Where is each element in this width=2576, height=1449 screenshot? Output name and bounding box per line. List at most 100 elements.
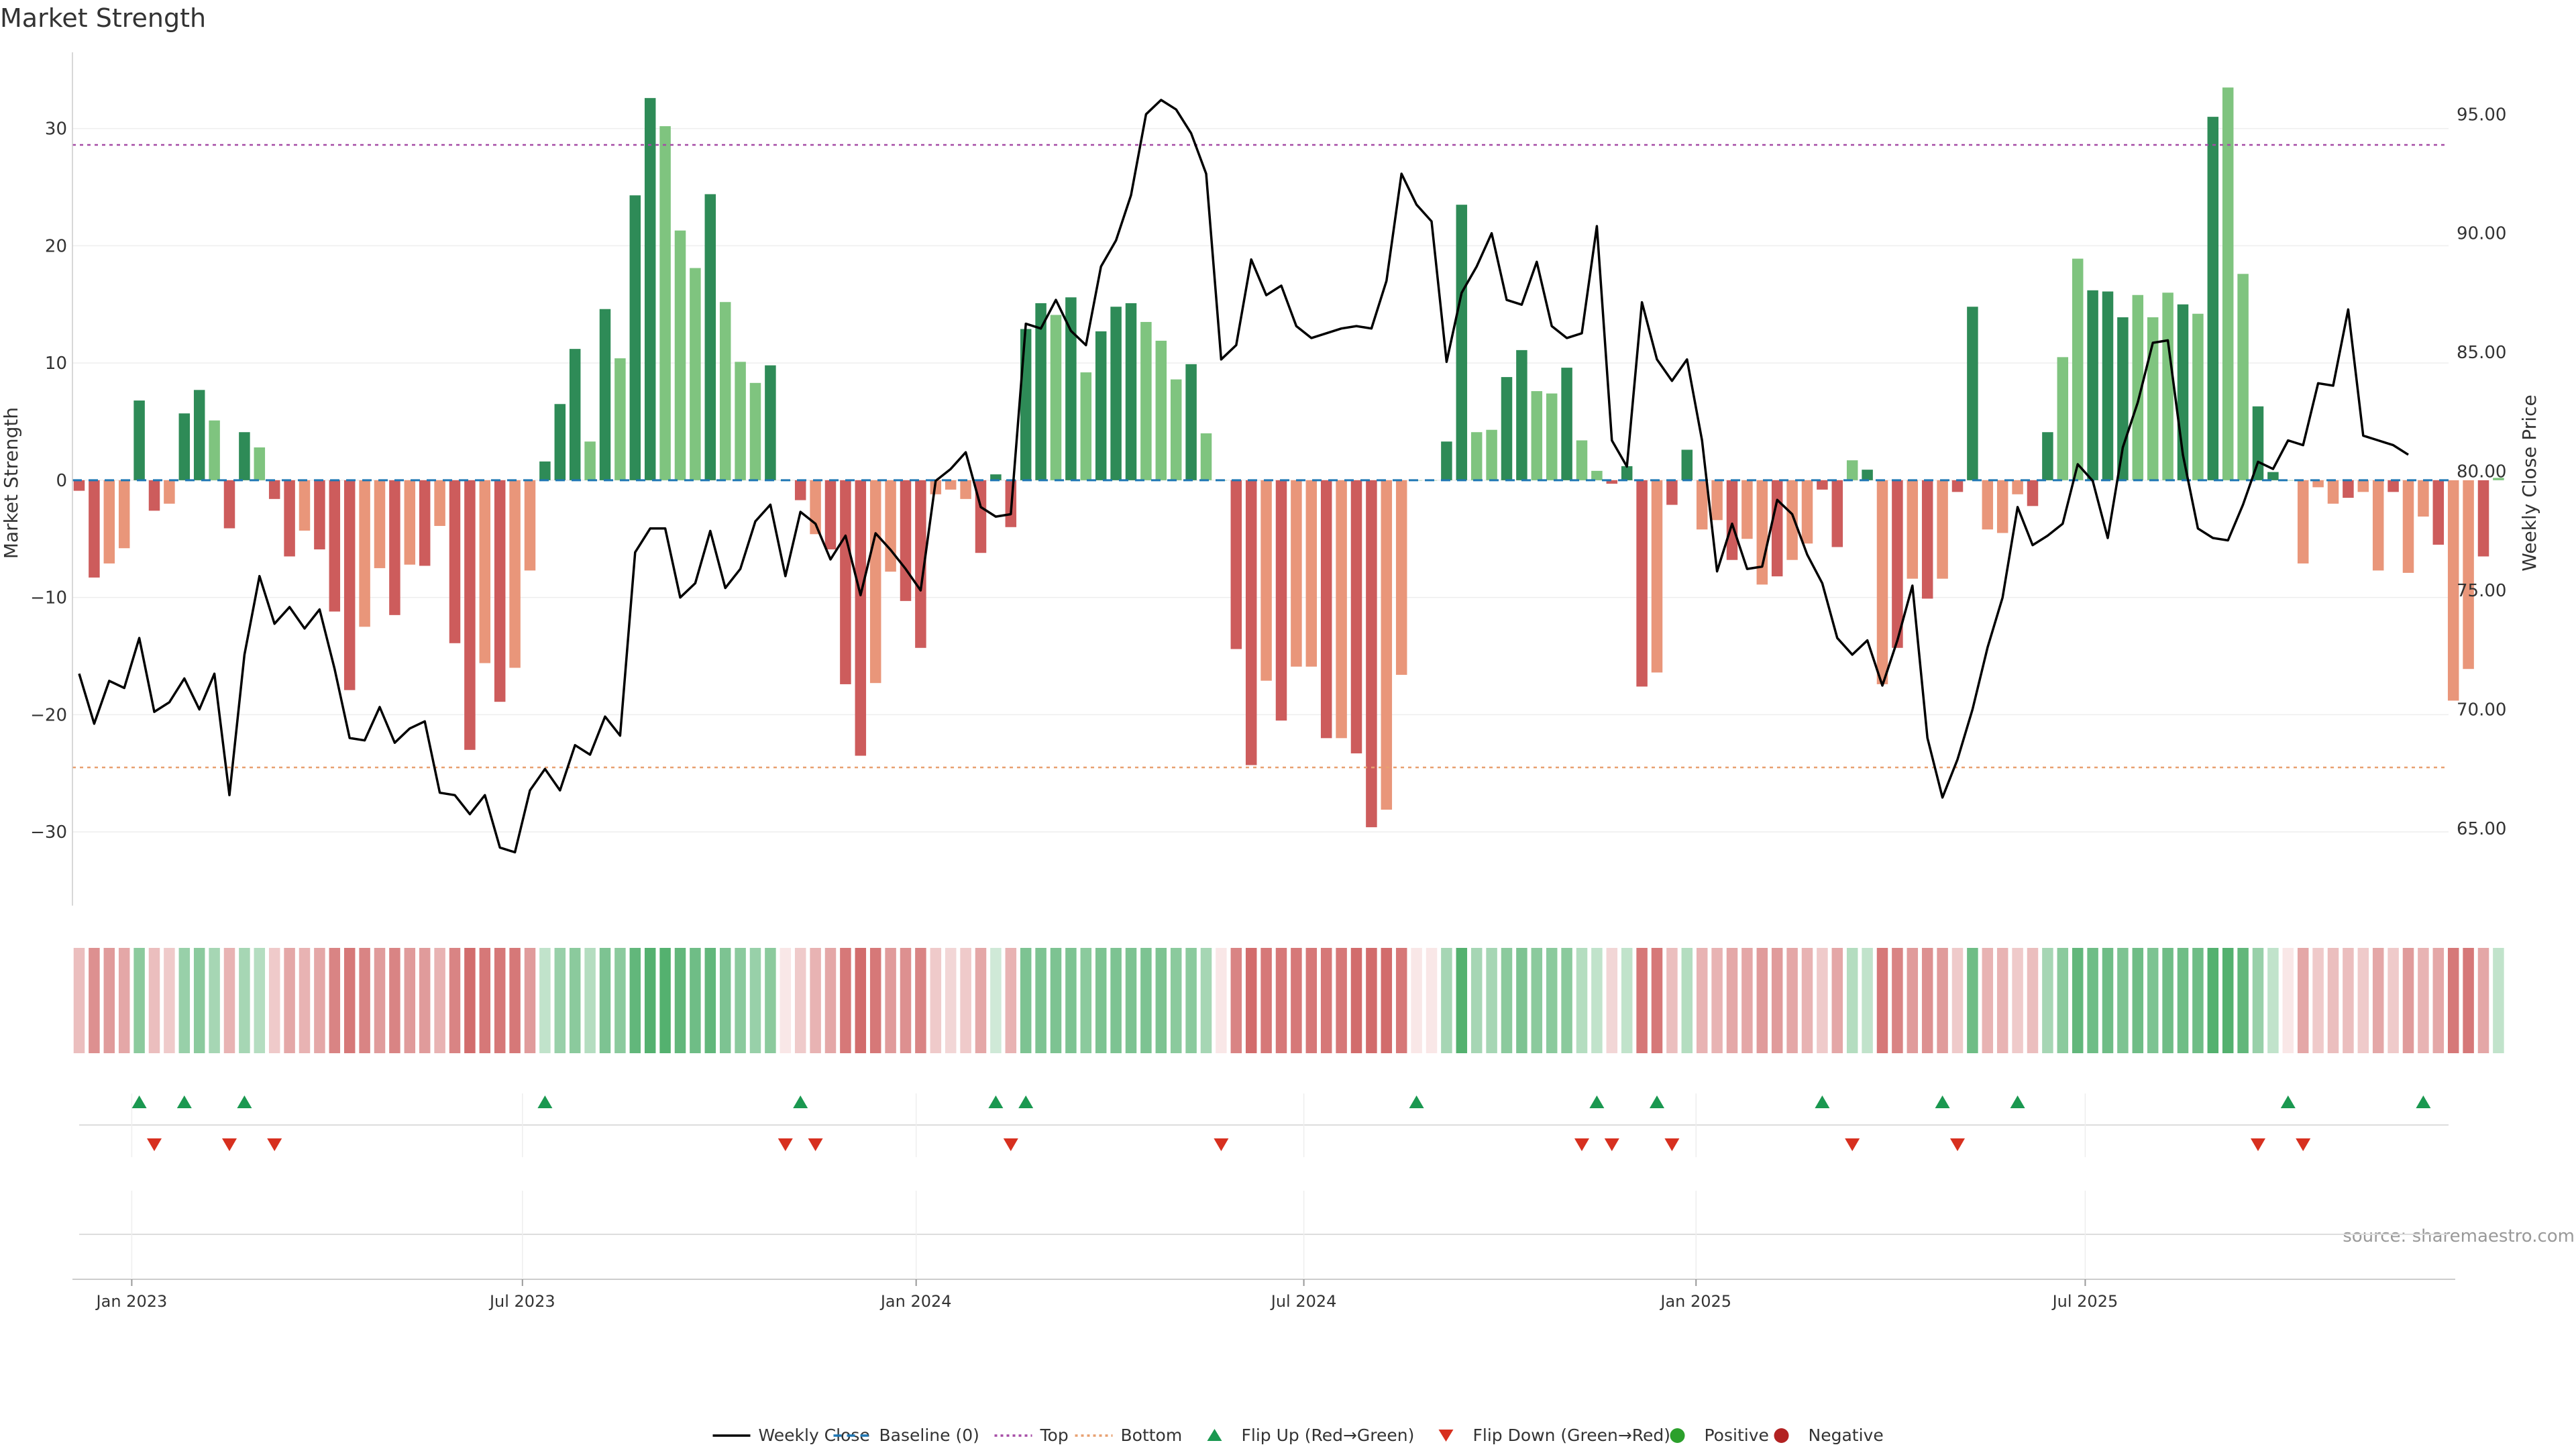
heat-cell — [1741, 948, 1753, 1053]
heat-cell — [1291, 948, 1302, 1053]
heat-cell — [2057, 948, 2069, 1053]
heat-cell — [2207, 948, 2219, 1053]
heat-cell — [389, 948, 400, 1053]
flip-up-marker — [1409, 1095, 1424, 1108]
heat-cell — [1621, 948, 1633, 1053]
y-right-tick-label: 75.00 — [2457, 581, 2506, 601]
legend-label: Flip Up (Red→Green) — [1242, 1426, 1415, 1445]
strength-bar — [539, 461, 551, 480]
strength-bar — [945, 480, 957, 490]
heat-cell — [2162, 948, 2174, 1053]
strength-bar — [855, 480, 867, 756]
legend-item: Top — [994, 1426, 1069, 1445]
heat-cell — [2343, 948, 2354, 1053]
legend-item: Baseline (0) — [833, 1426, 979, 1445]
heat-cell — [1125, 948, 1137, 1053]
strength-bar — [1846, 460, 1858, 480]
heat-cell — [1726, 948, 1738, 1053]
flip-up-marker — [988, 1095, 1004, 1108]
strength-bar — [1681, 449, 1693, 480]
strength-bar — [2387, 480, 2399, 492]
heat-cell — [449, 948, 461, 1053]
strength-bar — [2463, 480, 2474, 669]
strength-bar — [1876, 480, 1888, 684]
strength-bar — [2132, 294, 2144, 480]
strength-bar — [509, 480, 521, 668]
strength-bar — [193, 390, 205, 480]
strength-bar — [239, 432, 250, 480]
strength-bar — [1456, 205, 1468, 480]
strength-bar — [1470, 432, 1483, 480]
heat-cell — [584, 948, 596, 1053]
legend-label: Negative — [1809, 1426, 1884, 1445]
strength-bar — [2102, 291, 2114, 480]
heat-cell — [2192, 948, 2204, 1053]
heat-cell — [824, 948, 837, 1053]
heat-cell — [1862, 948, 1873, 1053]
heat-cell — [840, 948, 851, 1053]
heat-cell — [2102, 948, 2114, 1053]
strength-bar — [1561, 368, 1572, 480]
legend-swatch — [1438, 1430, 1454, 1442]
flip-up-marker — [537, 1095, 553, 1108]
strength-bar — [1696, 480, 1708, 530]
strength-bar — [1786, 480, 1798, 560]
heat-cell — [1937, 948, 1948, 1053]
heat-cell — [1320, 948, 1332, 1053]
legend-item: Negative — [1774, 1426, 1884, 1445]
heat-cell — [2372, 948, 2384, 1053]
strength-bar — [389, 480, 400, 615]
strength-bar — [1080, 372, 1092, 480]
y-right-tick-label: 90.00 — [2457, 224, 2506, 244]
x-tick-label: Jan 2025 — [1659, 1292, 1731, 1311]
heat-cell — [2027, 948, 2039, 1053]
strength-bar — [374, 480, 386, 568]
strength-bar — [2282, 480, 2294, 481]
heat-cell — [239, 948, 250, 1053]
strength-bar — [1350, 480, 1362, 754]
heat-cell — [569, 948, 581, 1053]
heat-cell — [2493, 948, 2504, 1053]
legend-label: Baseline (0) — [879, 1426, 979, 1445]
heat-cell — [2222, 948, 2234, 1053]
empty-bottom-panel — [79, 1191, 2449, 1278]
heat-cell — [990, 948, 1002, 1053]
strength-bar — [960, 480, 971, 499]
legend-swatch — [1774, 1428, 1789, 1443]
strength-bar — [2162, 292, 2174, 480]
heat-cell — [509, 948, 521, 1053]
heat-cell — [599, 948, 611, 1053]
heat-cell — [765, 948, 776, 1053]
strength-bar — [1996, 480, 2008, 533]
heat-cell — [1005, 948, 1017, 1053]
strength-bar — [749, 382, 761, 480]
flip-down-marker — [1664, 1138, 1680, 1151]
heat-cell — [1681, 948, 1693, 1053]
flip-markers-panel — [79, 1093, 2449, 1157]
heat-cell — [1576, 948, 1588, 1053]
strength-bar — [2027, 480, 2039, 506]
strength-bar — [1951, 480, 1964, 492]
legend-item: Weekly Close — [712, 1426, 870, 1445]
strength-bar — [2237, 274, 2249, 480]
heat-cell — [2432, 948, 2445, 1053]
strength-bar — [1320, 480, 1332, 739]
strength-bar — [1065, 297, 1077, 480]
strength-bar — [1937, 480, 1948, 579]
strength-bar — [1245, 480, 1257, 765]
strength-bar — [1200, 433, 1212, 480]
heat-cell — [1411, 948, 1422, 1053]
heat-cell — [193, 948, 205, 1053]
strength-bar — [404, 480, 416, 565]
strength-bar — [133, 400, 145, 480]
strength-bar — [1381, 480, 1393, 810]
strength-bar — [2493, 478, 2504, 480]
y-left-tick-label: 0 — [56, 471, 67, 491]
heat-cell — [1366, 948, 1377, 1053]
strength-bar — [359, 480, 370, 627]
strength-bar — [584, 441, 596, 480]
axes: 30 20 10 0 −10 −20 −30 95.00 90.00 85.00 80.00 75.0… — [30, 52, 2506, 906]
strength-bar — [735, 362, 746, 480]
flip-down-marker — [1214, 1138, 1229, 1151]
reference-lines — [72, 144, 2449, 769]
